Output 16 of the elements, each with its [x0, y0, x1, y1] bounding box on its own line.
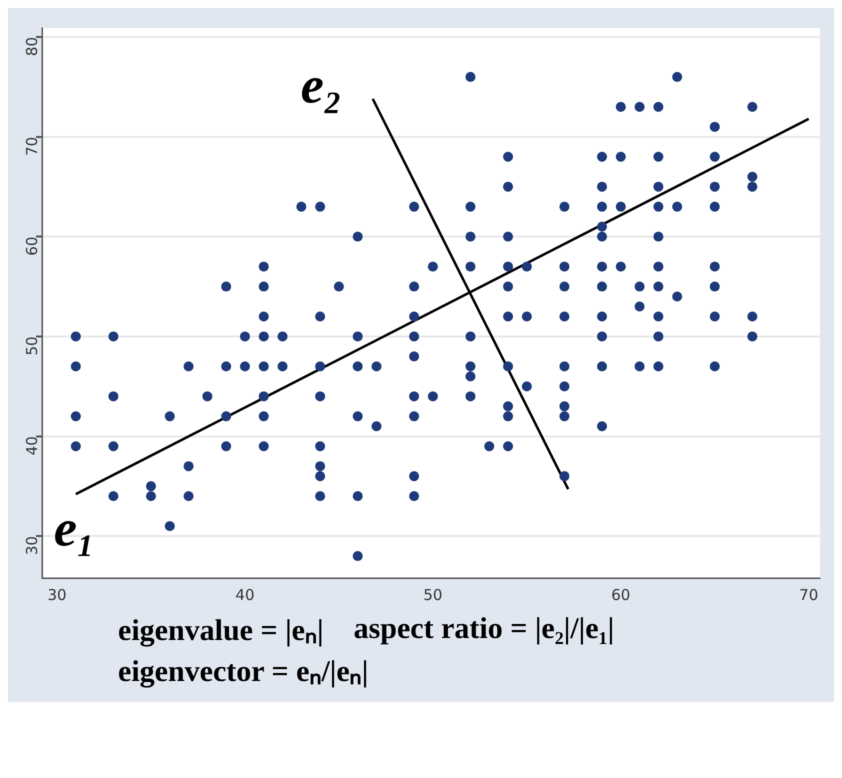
y-tick-label: 50 [22, 336, 41, 356]
annotation: e₁ [54, 500, 96, 558]
annotation: e₂ [300, 57, 342, 114]
text: eigenvector = eₙ/|eₙ| [118, 655, 368, 688]
x-tick-label: 50 [423, 586, 442, 604]
x-tick-label: 30 [47, 586, 67, 604]
x-tick-label: 40 [235, 586, 255, 604]
text: aspect ratio = |e₂|/|e₁| [354, 612, 614, 646]
x-tick-label: 60 [611, 586, 630, 604]
text: eigenvalue = |eₙ| [118, 613, 324, 649]
x-tick-label: 70 [799, 586, 818, 604]
y-tick-label: 40 [22, 436, 41, 456]
y-tick-label: 60 [22, 236, 41, 256]
y-tick-label: 80 [22, 36, 41, 56]
y-tick-label: 30 [22, 536, 41, 556]
y-tick-label: 70 [22, 136, 41, 156]
